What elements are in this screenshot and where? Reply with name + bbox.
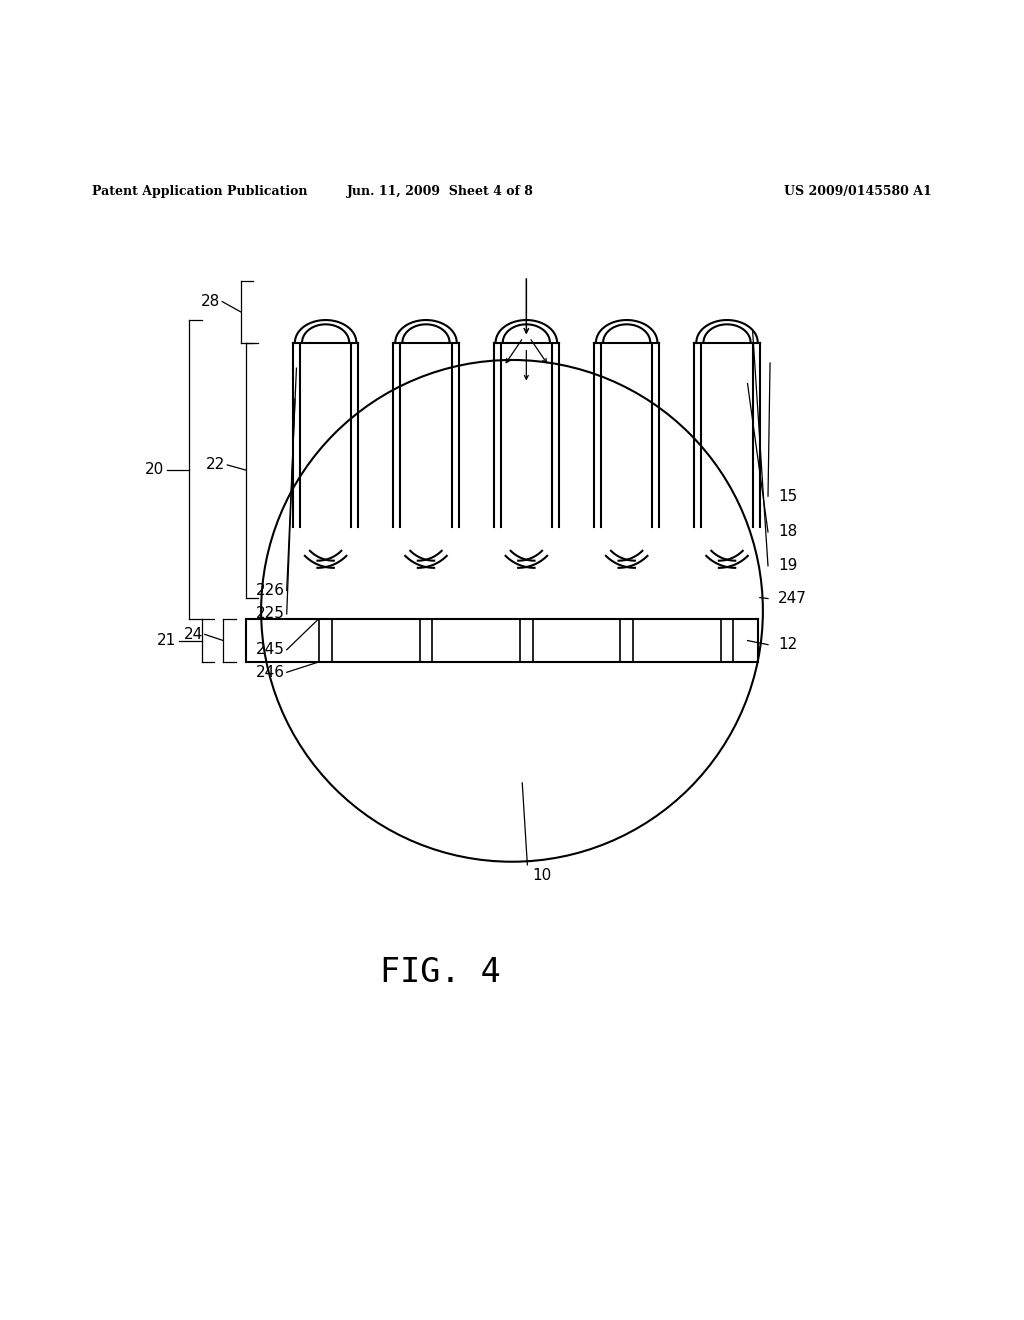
Text: 226: 226 xyxy=(256,583,285,598)
Text: US 2009/0145580 A1: US 2009/0145580 A1 xyxy=(784,185,932,198)
Text: 12: 12 xyxy=(778,638,798,652)
Text: FIG. 4: FIG. 4 xyxy=(380,956,501,989)
Text: 24: 24 xyxy=(183,627,203,642)
Text: Jun. 11, 2009  Sheet 4 of 8: Jun. 11, 2009 Sheet 4 of 8 xyxy=(347,185,534,198)
Text: 20: 20 xyxy=(144,462,164,477)
Text: 22: 22 xyxy=(206,458,225,473)
Text: 246: 246 xyxy=(256,665,285,680)
Text: 15: 15 xyxy=(778,488,798,504)
Text: 247: 247 xyxy=(778,591,807,606)
Text: 28: 28 xyxy=(201,294,220,309)
Text: 10: 10 xyxy=(532,867,552,883)
Text: 19: 19 xyxy=(778,558,798,573)
Text: 245: 245 xyxy=(256,643,285,657)
Text: 18: 18 xyxy=(778,524,798,540)
Text: Patent Application Publication: Patent Application Publication xyxy=(92,185,307,198)
Text: 21: 21 xyxy=(157,634,176,648)
Text: 225: 225 xyxy=(256,606,285,622)
